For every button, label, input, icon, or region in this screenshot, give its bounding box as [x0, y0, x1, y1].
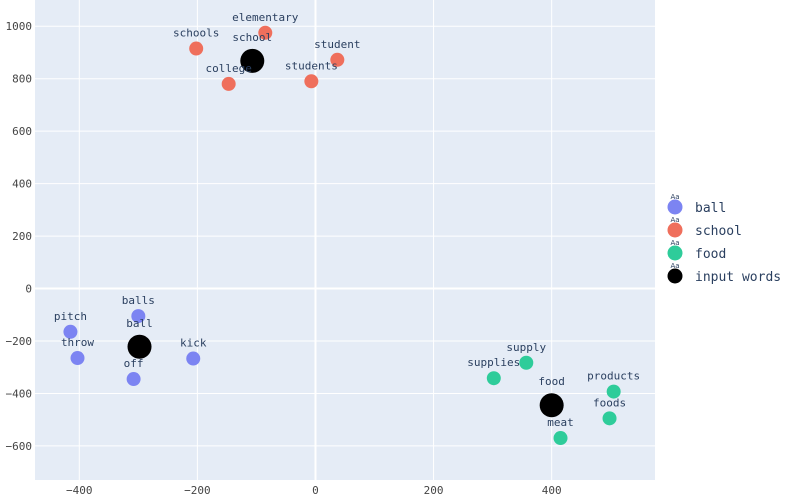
x-tick-label: 200: [424, 484, 444, 497]
data-point-foods: [602, 411, 617, 426]
legend-marker-school: [667, 222, 683, 238]
legend-marker-input-words: [667, 268, 683, 284]
point-label-supply: supply: [506, 341, 546, 354]
y-tick-label: −600: [6, 440, 33, 453]
legend-marker-food: [667, 245, 683, 261]
data-point-meat: [553, 431, 568, 446]
legend-label-ball: ball: [695, 201, 726, 216]
data-point-college: [221, 76, 236, 91]
point-label-foods: foods: [593, 396, 626, 409]
data-point-students: [304, 74, 319, 89]
data-point-kick: [186, 351, 201, 366]
legend: Aa ball Aa school Aa food Aa input words: [667, 193, 781, 285]
x-tick-label: 400: [542, 484, 562, 497]
point-label-meat: meat: [547, 416, 574, 429]
y-tick-label: 200: [12, 230, 32, 243]
legend-marker-ball: [667, 199, 683, 215]
point-label-ball: ball: [126, 317, 153, 330]
y-tick-label: −400: [6, 387, 33, 400]
legend-text-sample: Aa: [670, 216, 679, 224]
x-tick-label: −200: [184, 484, 211, 497]
point-label-products: products: [587, 370, 640, 383]
data-point-supply: [519, 355, 534, 370]
data-point-supplies: [486, 371, 501, 386]
x-tick-label: −400: [66, 484, 93, 497]
data-points: [63, 25, 621, 446]
legend-text-sample: Aa: [670, 239, 679, 247]
point-label-off: off: [124, 357, 144, 370]
point-label-food: food: [538, 375, 565, 388]
data-point-products: [606, 384, 621, 399]
data-point-food: [539, 393, 564, 418]
y-tick-label: 600: [12, 125, 32, 138]
y-tick-label: 1000: [6, 20, 33, 33]
data-point-student: [330, 52, 345, 67]
legend-text-sample: Aa: [670, 193, 679, 201]
legend-label-input-words: input words: [695, 270, 781, 285]
point-label-student: student: [314, 38, 360, 51]
y-tick-label: 0: [25, 283, 32, 296]
y-tick-label: 800: [12, 73, 32, 86]
point-label-supplies: supplies: [467, 356, 520, 369]
point-label-balls: balls: [122, 294, 155, 307]
legend-label-school: school: [695, 224, 742, 239]
data-point-school: [240, 48, 265, 73]
data-point-balls: [131, 309, 146, 324]
legend-text-sample: Aa: [670, 262, 679, 270]
legend-label-food: food: [695, 247, 726, 262]
data-point-throw: [70, 351, 85, 366]
data-point-pitch: [63, 324, 78, 339]
point-label-kick: kick: [180, 337, 207, 350]
data-point-off: [126, 372, 141, 387]
y-tick-label: 400: [12, 178, 32, 191]
point-labels: balls pitch throw kick off elementary schools s…: [54, 11, 640, 429]
point-label-school: school: [232, 31, 272, 44]
point-label-throw: throw: [61, 336, 94, 349]
point-label-schools: schools: [173, 27, 219, 40]
data-point-elementary: [258, 25, 273, 40]
data-point-ball: [127, 334, 152, 359]
data-point-schools: [189, 41, 204, 56]
point-label-college: college: [205, 62, 251, 75]
y-tick-label: −200: [6, 335, 33, 348]
x-tick-label: 0: [312, 484, 319, 497]
point-label-students: students: [285, 59, 338, 72]
point-label-pitch: pitch: [54, 310, 87, 323]
point-label-elementary: elementary: [232, 11, 299, 24]
axis-tick-labels: −400 −200 0 200 400 −600 −400 −200 0 200 400 600 800…: [6, 20, 562, 497]
